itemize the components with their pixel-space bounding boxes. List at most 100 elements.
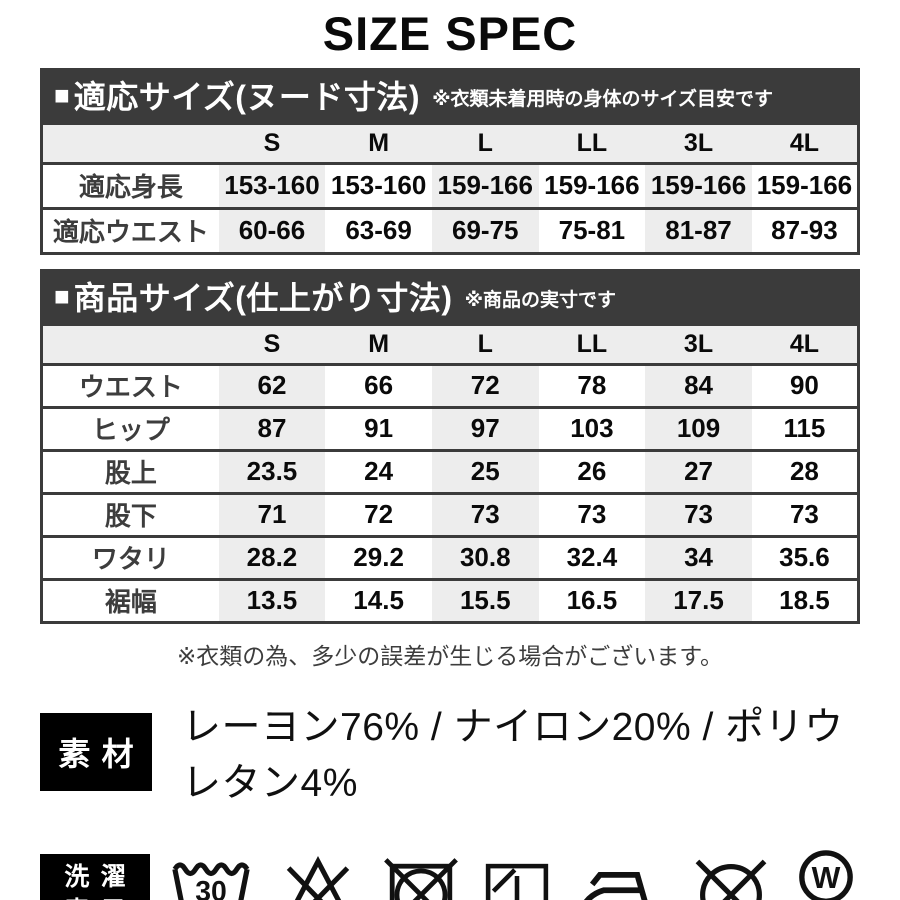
size-cell: 159-166 [431, 161, 539, 210]
size-cell: 32.4 [538, 534, 646, 581]
size-cell: 115 [751, 405, 859, 452]
size-cell: 73 [538, 491, 646, 538]
row-label: ワタリ [41, 534, 219, 581]
square-bullet-icon: ■ [54, 79, 70, 110]
size-col-header: 4L [751, 322, 859, 366]
table-row: ウエスト 62 66 72 78 84 90 [41, 362, 859, 409]
size-col-header: M [325, 322, 432, 366]
table-row: 適応ウエスト 60-66 63-69 69-75 75-81 81-87 87-… [41, 206, 859, 255]
size-cell: 109 [645, 405, 752, 452]
size-cell: 60-66 [218, 206, 326, 255]
tolerance-disclaimer: ※衣類の為、多少の誤差が生じる場合がございます。 [177, 642, 723, 669]
corner-cell [41, 322, 219, 366]
table-row: ワタリ 28.2 29.2 30.8 32.4 34 35.6 [41, 534, 859, 581]
size-cell: 28.2 [218, 534, 326, 581]
do-not-tumble-dry-icon [383, 857, 458, 900]
row-label: 股下 [41, 491, 219, 538]
corner-cell [41, 121, 219, 165]
row-label: 股上 [41, 448, 219, 495]
table-row: 股上 23.5 24 25 26 27 28 [41, 448, 859, 495]
size-cell: 29.2 [325, 534, 432, 581]
size-cell: 63-69 [325, 206, 432, 255]
do-not-dry-clean-icon [695, 859, 767, 900]
size-cell: 13.5 [218, 577, 326, 624]
svg-text:30: 30 [196, 876, 228, 900]
wet-clean-very-gentle-icon: W [799, 849, 853, 900]
row-label: 適応身長 [41, 161, 219, 210]
size-col-header: 3L [645, 322, 752, 366]
size-cell: 153-160 [325, 161, 432, 210]
size-cell: 87-93 [751, 206, 859, 255]
nude-size-table-head: S M L LL 3L 4L [41, 121, 859, 165]
size-col-header: LL [538, 322, 646, 366]
size-cell: 69-75 [431, 206, 539, 255]
product-size-section-header: ■ 商品サイズ(仕上がり寸法) ※商品の実寸です [40, 268, 860, 323]
product-size-table-head: S M L LL 3L 4L [41, 322, 859, 366]
table-row: 適応身長 153-160 153-160 159-166 159-166 159… [41, 161, 859, 210]
line-dry-in-shade-icon [485, 863, 549, 900]
size-cell: 16.5 [538, 577, 646, 624]
row-label: ヒップ [41, 405, 219, 452]
square-bullet-icon: ■ [54, 280, 70, 311]
size-cell: 27 [645, 448, 752, 495]
size-header-row: S M L LL 3L 4L [41, 322, 859, 366]
size-cell: 15.5 [431, 577, 539, 624]
iron-low-heat-icon [584, 871, 648, 900]
size-cell: 159-166 [645, 161, 752, 210]
size-cell: 23.5 [218, 448, 326, 495]
size-cell: 78 [538, 362, 646, 409]
size-cell: 84 [645, 362, 752, 409]
size-cell: 35.6 [751, 534, 859, 581]
size-cell: 103 [538, 405, 646, 452]
product-size-note: ※商品の実寸です [464, 290, 617, 312]
size-cell: 26 [538, 448, 646, 495]
size-col-header: 4L [751, 121, 859, 165]
size-col-header: LL [538, 121, 646, 165]
size-cell: 73 [645, 491, 752, 538]
size-col-header: S [218, 322, 326, 366]
size-col-header: M [325, 121, 432, 165]
size-cell: 75-81 [538, 206, 646, 255]
material-section: 素材 レーヨン76% / ナイロン20% / ポリウレタン4% [40, 696, 860, 808]
do-not-bleach-icon [286, 855, 349, 900]
size-cell: 73 [431, 491, 539, 538]
size-col-header: 3L [645, 121, 752, 165]
size-cell: 30.8 [431, 534, 539, 581]
table-row: ヒップ 87 91 97 103 109 115 [41, 405, 859, 452]
size-cell: 72 [325, 491, 432, 538]
size-cell: 28 [751, 448, 859, 495]
size-cell: 91 [325, 405, 432, 452]
size-cell: 17.5 [645, 577, 752, 624]
row-label: ウエスト [41, 362, 219, 409]
size-cell: 81-87 [645, 206, 752, 255]
size-cell: 159-166 [751, 161, 859, 210]
material-composition: レーヨン76% / ナイロン20% / ポリウレタン4% [182, 705, 844, 805]
size-cell: 62 [218, 362, 326, 409]
size-cell: 25 [431, 448, 539, 495]
svg-text:W: W [812, 861, 841, 895]
size-cell: 14.5 [325, 577, 432, 624]
laundry-label-line2: 表示 [53, 895, 137, 900]
product-size-heading: 商品サイズ(仕上がり寸法) [73, 279, 453, 316]
wash-30-gentle-icon: 30 [172, 862, 250, 900]
row-label: 適応ウエスト [41, 206, 219, 255]
laundry-care-section: 洗濯 表示 30 [40, 849, 860, 900]
size-cell: 18.5 [751, 577, 859, 624]
size-cell: 87 [218, 405, 326, 452]
nude-size-heading: 適応サイズ(ヌード寸法) [73, 78, 421, 115]
table-row: 股下 71 72 73 73 73 73 [41, 491, 859, 538]
size-cell: 24 [325, 448, 432, 495]
table-row: 裾幅 13.5 14.5 15.5 16.5 17.5 18.5 [41, 577, 859, 624]
size-cell: 159-166 [538, 161, 646, 210]
laundry-label-line1: 洗濯 [64, 862, 137, 891]
size-col-header: S [218, 121, 326, 165]
row-label: 裾幅 [41, 577, 219, 624]
size-cell: 73 [751, 491, 859, 538]
size-header-row: S M L LL 3L 4L [41, 121, 859, 165]
size-cell: 71 [218, 491, 326, 538]
size-cell: 34 [645, 534, 752, 581]
size-cell: 153-160 [218, 161, 326, 210]
nude-size-note: ※衣類未着用時の身体のサイズ目安です [432, 89, 773, 111]
page-title: SIZE SPEC [322, 7, 578, 60]
